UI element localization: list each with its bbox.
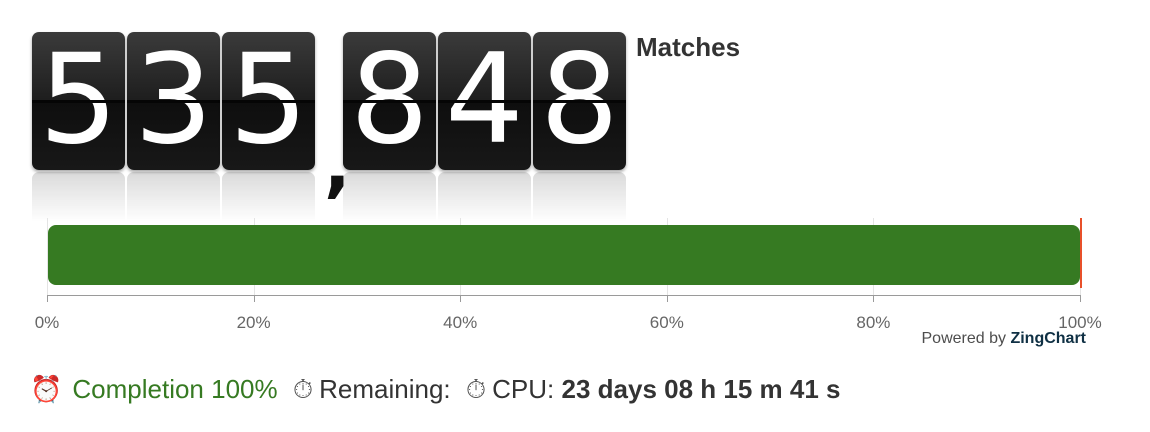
x-axis-tick-label: 100% xyxy=(1058,313,1102,332)
match-counter: 5 3 5 , 8 4 8 xyxy=(32,32,632,222)
x-axis-tick-label: 80% xyxy=(856,313,891,332)
x-axis-tick xyxy=(666,295,668,302)
x-axis-line xyxy=(47,295,1081,296)
counter-digit: 8 xyxy=(533,32,626,170)
counter-digit: 5 xyxy=(32,32,125,170)
x-axis-tick-label: 20% xyxy=(236,313,271,332)
stopwatch-icon: ⏱ xyxy=(292,374,314,404)
powered-by-prefix: Powered by xyxy=(921,330,1007,347)
x-axis-tick xyxy=(460,295,462,302)
x-axis-tick xyxy=(1080,295,1081,302)
counter-digit: 8 xyxy=(343,32,436,170)
x-axis-tick xyxy=(873,295,875,302)
zingchart-brand[interactable]: ZingChart xyxy=(1010,330,1086,347)
counter-digit: 4 xyxy=(438,32,531,170)
progress-marker xyxy=(1080,218,1082,288)
status-line: ⏰ Completion 100% ⏱ Remaining: ⏱ CPU: 23 da… xyxy=(30,374,840,406)
x-axis-tick-label: 60% xyxy=(649,313,684,332)
cpu-label: CPU: xyxy=(492,374,555,404)
x-axis-tick-label: 40% xyxy=(443,313,478,332)
stopwatch-icon: ⏱ xyxy=(465,374,487,404)
counter-digit: 5 xyxy=(222,32,315,170)
progress-bar[interactable] xyxy=(48,225,1080,285)
remaining-label: Remaining: xyxy=(319,374,451,404)
alarm-clock-icon: ⏰ xyxy=(30,374,63,404)
x-axis-tick-label: 0% xyxy=(34,313,60,332)
progress-chart: Powered by ZingChart 0% 20% 40% 60% 80% 100% xyxy=(0,210,1150,360)
powered-by-credit[interactable]: Powered by ZingChart xyxy=(922,330,1087,348)
gridline xyxy=(47,218,48,296)
matches-label: Matches xyxy=(636,32,741,62)
counter-digit: 3 xyxy=(127,32,220,170)
x-axis-tick xyxy=(47,295,48,302)
cpu-value: 23 days 08 h 15 m 41 s xyxy=(561,374,841,404)
x-axis-tick xyxy=(253,295,255,302)
completion-text: Completion 100% xyxy=(72,374,278,404)
